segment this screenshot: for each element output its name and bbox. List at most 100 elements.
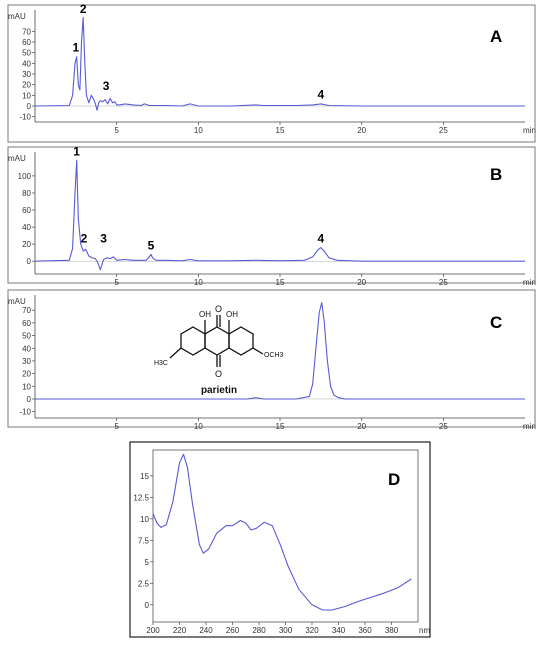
y-tick-label: 10	[140, 515, 149, 524]
y-axis-unit: mAU	[8, 154, 26, 163]
y-tick-label: 20	[22, 370, 31, 379]
y-tick-label: 30	[22, 70, 31, 79]
x-tick-label: 25	[439, 278, 448, 287]
y-tick-label: 30	[22, 357, 31, 366]
x-tick-label: 10	[194, 422, 203, 431]
y-axis-unit: mAU	[8, 12, 26, 21]
x-tick-label: 10	[194, 278, 203, 287]
y-tick-label: 12.5	[133, 493, 149, 502]
y-tick-label: 7.5	[138, 536, 150, 545]
y-tick-label: 100	[18, 172, 32, 181]
peak-label-1: 1	[73, 144, 80, 158]
y-tick-label: 70	[22, 306, 31, 315]
ring-middle	[204, 326, 230, 356]
y-tick-label: 40	[22, 344, 31, 353]
y-tick-label: 0	[27, 257, 32, 266]
x-tick-label: 20	[357, 422, 366, 431]
ring-left	[180, 326, 206, 356]
panel-c: -10 0 10 20 30 40 50 60 70 5 10 15 20 25 mAU min C	[7, 289, 536, 431]
x-tick-label: 340	[332, 626, 346, 635]
y-tick-label: -10	[19, 408, 31, 417]
panel-letter: B	[490, 165, 502, 184]
y-axis-unit: mAU	[8, 297, 26, 306]
ring-right	[228, 326, 254, 356]
x-tick-label: 320	[305, 626, 319, 635]
x-axis-unit: nm	[419, 626, 430, 635]
series-line	[152, 453, 412, 611]
y-tick-label: 60	[22, 206, 31, 215]
x-tick-label: 260	[226, 626, 240, 635]
x-axis-unit: min	[523, 278, 536, 287]
series-line	[34, 16, 525, 111]
x-tick-label: 300	[279, 626, 293, 635]
panel-letter: C	[490, 313, 502, 332]
y-tick-label: 40	[22, 59, 31, 68]
peak-label-4: 4	[317, 231, 324, 245]
bond-methoxy	[252, 347, 264, 355]
panel-d: 0 2.5 5 7.5 10 12.5 15 200 220 240 260 280 300 320 340…	[129, 441, 431, 638]
x-tick-label: 20	[357, 126, 366, 135]
structure-name-label: parietin	[201, 385, 237, 396]
structure-och3: OCH3	[264, 352, 284, 359]
structure-h3c: H3C	[154, 360, 168, 367]
panel-frame	[129, 441, 431, 638]
x-tick-label: 15	[276, 278, 285, 287]
x-tick-label: 280	[252, 626, 266, 635]
peak-label-4: 4	[317, 88, 324, 102]
x-tick-label: 5	[114, 278, 119, 287]
x-axis-unit: min	[523, 126, 536, 135]
y-tick-label: 0	[145, 601, 150, 610]
y-tick-label: 0	[27, 395, 32, 404]
x-tick-label: 5	[114, 422, 119, 431]
peak-label-5: 5	[148, 238, 155, 252]
structure-oh-left: OH	[199, 310, 211, 319]
panel-frame	[7, 289, 536, 428]
series-line	[34, 159, 525, 271]
panel-letter: A	[490, 27, 502, 46]
y-tick-label: 60	[22, 319, 31, 328]
panel-letter: D	[388, 470, 400, 489]
y-tick-label: 10	[22, 382, 31, 391]
peak-label-1: 1	[72, 41, 79, 55]
x-tick-label: 380	[385, 626, 399, 635]
y-tick-label: 5	[145, 558, 150, 567]
x-tick-label: 360	[358, 626, 372, 635]
x-tick-label: 10	[194, 126, 203, 135]
x-tick-label: 15	[276, 422, 285, 431]
panel-b: 0 20 40 60 80 100 5 10 15 20 25 mAU min 1 2 3 5 4 B	[7, 144, 536, 287]
peak-label-3: 3	[103, 79, 110, 93]
bond-methyl	[169, 347, 182, 359]
y-tick-label: 70	[22, 27, 31, 36]
y-tick-label: 80	[22, 189, 31, 198]
peak-label-2: 2	[81, 231, 88, 245]
y-tick-label: 20	[22, 81, 31, 90]
x-tick-label: 20	[357, 278, 366, 287]
y-tick-label: 15	[140, 472, 149, 481]
x-tick-label: 25	[439, 126, 448, 135]
x-tick-label: 220	[173, 626, 187, 635]
y-tick-label: 60	[22, 38, 31, 47]
panel-frame	[7, 146, 536, 284]
panel-frame	[7, 4, 536, 143]
x-tick-label: 25	[439, 422, 448, 431]
y-tick-label: 0	[27, 102, 32, 111]
parietin-structure	[169, 315, 264, 367]
peak-label-3: 3	[100, 231, 107, 245]
x-axis-unit: min	[523, 422, 536, 431]
y-tick-label: 20	[22, 240, 31, 249]
plot-area-frame	[152, 449, 419, 623]
y-tick-label: 40	[22, 223, 31, 232]
x-tick-label: 200	[146, 626, 160, 635]
y-tick-label: 2.5	[138, 579, 150, 588]
y-tick-label: 10	[22, 91, 31, 100]
y-tick-label: 50	[22, 49, 31, 58]
x-tick-label: 240	[199, 626, 213, 635]
x-tick-label: 5	[114, 126, 119, 135]
y-tick-label: -10	[19, 113, 31, 122]
structure-oxygen-top: O	[215, 304, 222, 314]
structure-oxygen-bottom: O	[215, 369, 222, 379]
y-tick-label: 50	[22, 332, 31, 341]
